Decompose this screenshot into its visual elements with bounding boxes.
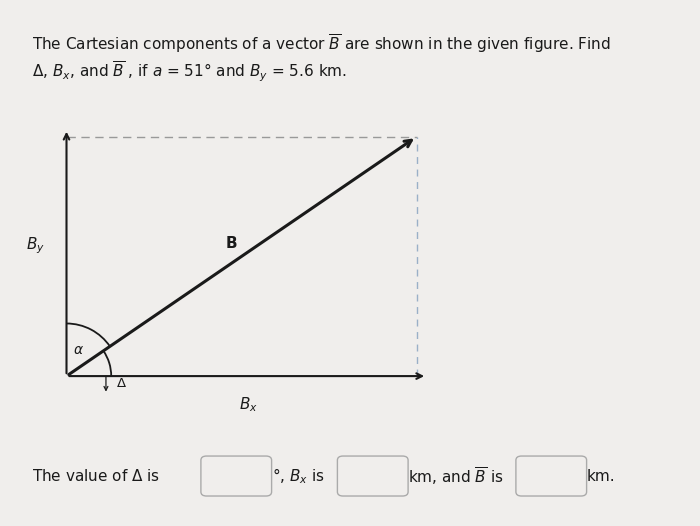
Text: $\Delta$: $\Delta$	[116, 378, 127, 390]
FancyBboxPatch shape	[516, 456, 587, 496]
Text: The value of $\Delta$ is: The value of $\Delta$ is	[32, 468, 160, 484]
Text: $\Delta$, $B_x$, and $\overline{B}$ , if $a$ = 51° and $B_y$ = 5.6 km.: $\Delta$, $B_x$, and $\overline{B}$ , if…	[32, 60, 346, 84]
Text: The Cartesian components of a vector $\overline{B}$ are shown in the given figur: The Cartesian components of a vector $\o…	[32, 33, 610, 55]
Text: km, and $\overline{B}$ is: km, and $\overline{B}$ is	[408, 465, 504, 487]
FancyBboxPatch shape	[201, 456, 272, 496]
FancyBboxPatch shape	[337, 456, 408, 496]
Text: °, $B_x$ is: °, $B_x$ is	[272, 466, 324, 486]
Text: $\mathbf{B}$: $\mathbf{B}$	[225, 235, 237, 251]
Text: $\alpha$: $\alpha$	[73, 342, 84, 357]
Text: $B_y$: $B_y$	[26, 236, 44, 256]
Text: km.: km.	[587, 469, 615, 483]
Text: $B_x$: $B_x$	[239, 396, 258, 414]
